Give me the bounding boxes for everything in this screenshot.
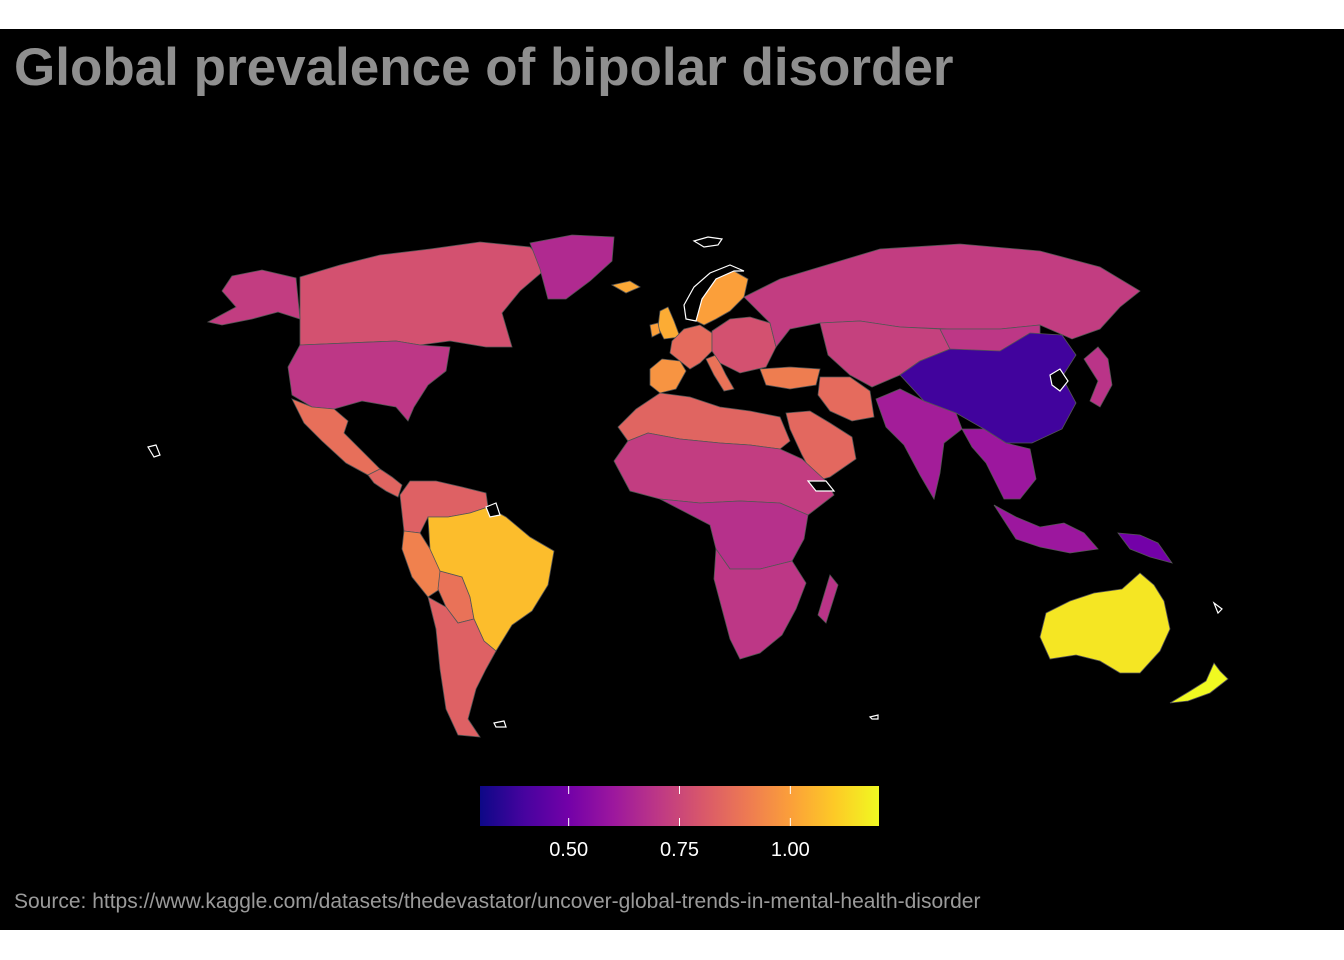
source-caption: Source: https://www.kaggle.com/datasets/…	[14, 890, 981, 913]
country-turkey	[759, 366, 821, 390]
country-alaska	[206, 269, 301, 326]
country-new-zealand	[1169, 662, 1229, 704]
country-iran	[817, 376, 875, 422]
country-western-europe	[669, 324, 713, 370]
no-data-region	[683, 264, 745, 322]
country-india	[875, 388, 963, 501]
no-data-region	[493, 720, 507, 728]
country-argentina-chile	[427, 596, 497, 738]
legend-tick-label: 0.50	[549, 839, 589, 861]
country-iceland	[610, 280, 641, 294]
country-brazil	[427, 506, 555, 652]
country-mexico	[291, 398, 381, 476]
no-data-region	[1212, 601, 1223, 615]
no-data-region	[868, 714, 879, 720]
country-united-states	[287, 340, 451, 422]
country-southern-africa	[713, 547, 807, 660]
no-data-region	[692, 236, 724, 248]
country-japan	[1083, 346, 1113, 408]
country-eastern-europe	[711, 316, 777, 374]
country-madagascar	[817, 574, 839, 624]
country-united-kingdom	[657, 306, 681, 340]
no-data-region	[1049, 368, 1069, 392]
country-papua-new-guinea	[1117, 532, 1173, 564]
country-central-america	[367, 468, 403, 498]
legend-tick-label: 0.75	[660, 839, 699, 861]
country-southeast-asia	[961, 428, 1037, 500]
country-greenland	[529, 234, 615, 300]
color-legend	[480, 786, 879, 826]
country-russia	[743, 243, 1141, 348]
country-indonesia	[993, 504, 1099, 554]
country-australia	[1039, 572, 1171, 674]
no-data-region	[147, 444, 161, 458]
no-data-region	[806, 480, 836, 492]
country-china	[899, 332, 1077, 444]
country-iberia	[649, 358, 687, 394]
world-map	[147, 234, 1229, 738]
country-ireland	[649, 322, 661, 338]
country-arabian-peninsula	[785, 410, 857, 482]
country-central-africa	[659, 498, 809, 570]
country-canada	[299, 241, 549, 348]
legend-tick-label: 1.00	[770, 839, 810, 861]
plot-panel: Global prevalence of bipolar disorder 0.…	[0, 29, 1344, 930]
chart-title: Global prevalence of bipolar disorder	[14, 38, 954, 97]
no-data-region	[485, 502, 501, 518]
